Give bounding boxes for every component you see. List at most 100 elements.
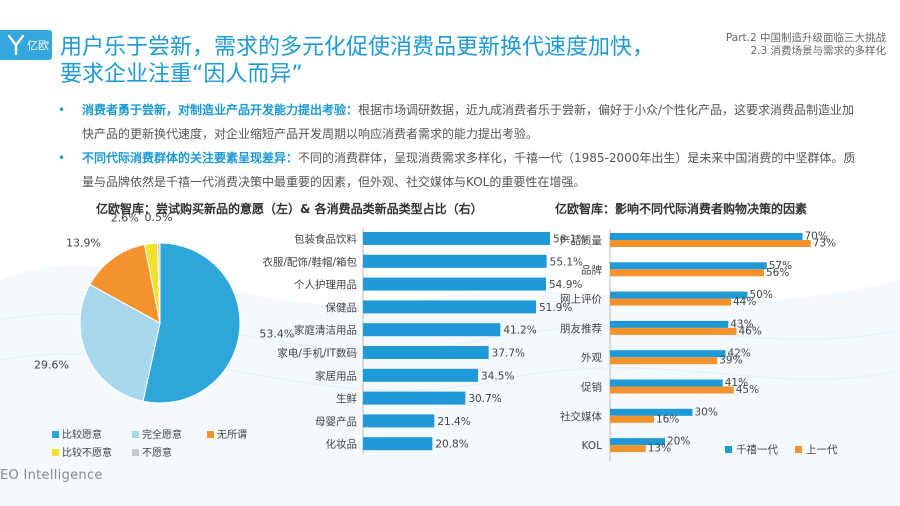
page-title-line-1: 用户乐于尝新，需求的多元化促使消费品更新换代速度加快， <box>60 35 655 60</box>
bar <box>363 300 536 314</box>
bullet-paragraph: • 不同代际消费群体的关注要素呈现差异：不同的消费群体，呈现消费需求多样化，千禧… <box>58 146 858 194</box>
bar-category-label: 促销 <box>581 381 602 394</box>
bar-category-label: 化妆品 <box>326 438 358 451</box>
legend-swatch <box>52 449 59 456</box>
legend-swatch <box>795 446 802 453</box>
bar-value-label: 50% <box>750 289 773 301</box>
bullet-paragraph: • 消费者勇于尝新，对制造业产品开发能力提出考验：根据市场调研数据，近九成消费者… <box>58 98 858 146</box>
bar-category-label: KOL <box>582 440 603 452</box>
bar-value-label: 51.9% <box>539 302 572 314</box>
bar <box>610 320 729 328</box>
bar <box>363 254 547 268</box>
bar-value-label: 44% <box>733 296 756 308</box>
bar-value-label: 56% <box>766 267 789 279</box>
section-subpart: 2.3 消费场景与需求的多样化 <box>750 45 886 57</box>
bar-value-label: 20% <box>667 436 690 448</box>
bar <box>363 368 478 382</box>
chart-title-right: 亿欧智库：影响不同代际消费者购物决策的因素 <box>555 202 808 216</box>
pie-slice-label: 53.4% <box>259 328 294 341</box>
bar-value-label: 30% <box>695 406 718 418</box>
bar <box>610 298 731 306</box>
bar <box>610 415 654 423</box>
section-label: Part.2 中国制造升级面临三大挑战 2.3 消费场景与需求的多样化 <box>726 32 886 58</box>
bar <box>610 438 665 446</box>
bar-value-label: 56.1% <box>553 234 586 246</box>
pie-slice-label: 13.9% <box>66 236 101 249</box>
bullet-marker: • <box>58 151 66 165</box>
bar <box>610 408 693 416</box>
bar-value-label: 20.8% <box>435 439 468 451</box>
pie-slice-label: 29.6% <box>34 358 69 371</box>
bar-value-label: 30.7% <box>468 393 501 405</box>
page-title: 用户乐于尝新，需求的多元化促使消费品更新换代速度加快， 要求企业注重“因人而异” <box>60 34 700 88</box>
bar-value-label: 73% <box>813 238 836 250</box>
bar <box>363 391 466 405</box>
brand-logo: 亿欧 <box>0 30 52 60</box>
bar-value-label: 41.2% <box>503 325 536 337</box>
bar-value-label: 21.4% <box>437 416 470 428</box>
pie-slice-label: 2.6% <box>111 212 139 225</box>
legend-label: 不愿意 <box>142 446 172 459</box>
bar <box>363 437 433 451</box>
legend-swatch <box>725 446 732 453</box>
bar-value-label: 57% <box>769 260 792 272</box>
bullet-text: 根据市场调研数据，近九成消费者乐于尝新，偏好于小众/个性化产品，这要求消费品制造… <box>82 103 855 141</box>
legend-swatch <box>132 449 139 456</box>
bar-value-label: 13% <box>648 443 671 455</box>
bar-category-label: 品牌 <box>581 263 602 276</box>
bar-value-label: 34.5% <box>481 370 514 382</box>
bar <box>610 350 726 358</box>
bar-category-label: 社交媒体 <box>560 410 602 423</box>
bullet-text: 不同的消费群体，呈现消费需求多样化，千禧一代（1985-2000年出生）是未来中… <box>82 151 856 189</box>
bar-category-label: 个人护理用品 <box>294 278 357 291</box>
bar <box>610 269 764 277</box>
chart-title-left: 亿欧智库：尝试购买新品的意愿（左）& 各消费品类新品类型占比（右） <box>96 202 483 216</box>
bar-value-label: 45% <box>736 384 759 396</box>
bar-value-label: 39% <box>719 355 742 367</box>
bar-category-label: 生鲜 <box>336 392 357 405</box>
bullet-heading: 消费者勇于尝新，对制造业产品开发能力提出考验： <box>82 103 359 117</box>
bar <box>610 262 767 270</box>
page-title-line-2: 要求企业注重“因人而异” <box>60 62 303 87</box>
pie-slice-label: 0.5% <box>144 211 172 224</box>
bar-value-label: 37.7% <box>492 348 525 360</box>
footer-brand: EO Intelligence <box>0 468 103 483</box>
bar-category-label: 家庭清洁用品 <box>294 324 357 337</box>
bullet-marker: • <box>58 103 66 117</box>
bar-value-label: 55.1% <box>550 256 583 268</box>
bar-category-label: 母婴产品 <box>315 415 357 428</box>
bar <box>610 379 723 387</box>
section-part: Part.2 中国制造升级面临三大挑战 <box>725 32 886 44</box>
bar-category-label: 家居用品 <box>315 369 357 382</box>
pie-slice <box>79 283 161 402</box>
bar <box>363 277 546 291</box>
bar <box>363 414 435 428</box>
bar-value-label: 70% <box>805 231 828 243</box>
bar <box>363 346 489 359</box>
bar-category-label: 衣服/配饰/鞋帽/箱包 <box>262 255 357 268</box>
brand-logo-mark <box>7 34 25 56</box>
pie-slice <box>156 242 161 324</box>
legend-swatch <box>52 431 59 438</box>
bar-value-label: 16% <box>656 413 679 425</box>
legend-label: 无所谓 <box>217 429 247 441</box>
bar <box>610 386 734 394</box>
bar-category-label: 外观 <box>581 352 602 364</box>
bar <box>610 233 803 240</box>
bar <box>610 291 748 299</box>
bar-value-label: 54.9% <box>549 279 582 291</box>
bar <box>363 323 501 337</box>
bar <box>610 445 646 453</box>
bar-value-label: 43% <box>730 318 753 330</box>
bar <box>610 240 811 247</box>
legend-swatch <box>207 431 214 438</box>
bar-category-label: 包装食品饮料 <box>294 233 357 246</box>
legend-label: 完全愿意 <box>142 428 182 441</box>
bullet-heading: 不同代际消费群体的关注要素呈现差异： <box>82 151 299 165</box>
bar <box>363 232 550 245</box>
legend-label: 比较愿意 <box>62 428 102 441</box>
